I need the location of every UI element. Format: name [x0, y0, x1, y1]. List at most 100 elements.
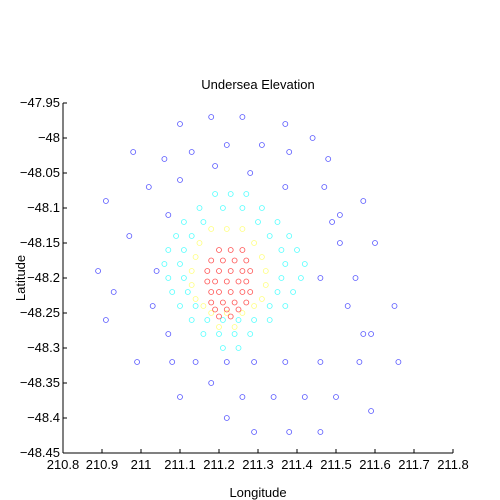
data-point-shallow [262, 282, 269, 288]
data-point-mid [239, 205, 246, 211]
y-tick-label: −48 [38, 130, 60, 145]
data-point-mid [274, 289, 281, 295]
data-point-deep [212, 163, 219, 169]
data-point-shallow [231, 324, 238, 330]
data-point-deep [188, 149, 195, 155]
data-point-deep [161, 156, 168, 162]
data-point-deep [177, 121, 183, 127]
x-tick-label: 211.2 [203, 457, 235, 472]
data-point-mid [266, 303, 273, 309]
data-point-deep [239, 114, 246, 120]
data-point-mid [219, 317, 226, 323]
data-point-shallow [223, 310, 230, 316]
data-point-peak [227, 289, 234, 295]
data-point-peak [243, 278, 250, 285]
data-point-deep [110, 289, 117, 295]
data-point-deep [352, 275, 359, 281]
data-point-mid [196, 205, 203, 211]
data-point-deep [270, 394, 277, 400]
y-tick-label: −48.25 [20, 305, 60, 320]
data-point-shallow [188, 282, 195, 288]
data-point-mid [247, 331, 254, 337]
data-point-mid [165, 247, 172, 253]
data-point-mid [294, 247, 300, 253]
data-point-shallow [196, 240, 203, 246]
data-point-deep [282, 359, 289, 365]
data-point-shallow [200, 303, 207, 309]
data-point-peak [216, 247, 222, 253]
data-point-peak [212, 278, 219, 285]
data-point-deep [368, 408, 375, 414]
data-point-shallow [258, 254, 265, 260]
data-point-deep [192, 359, 199, 365]
data-point-mid [282, 303, 289, 309]
data-point-peak [208, 289, 215, 295]
data-point-mid [278, 275, 285, 281]
data-point-mid [255, 219, 261, 225]
data-point-shallow [251, 303, 258, 309]
data-point-deep [126, 233, 133, 239]
data-point-mid [192, 303, 199, 309]
data-point-shallow [239, 226, 246, 232]
data-point-mid [180, 219, 187, 225]
data-point-deep [153, 268, 160, 274]
y-tick-label: −48.4 [27, 410, 60, 425]
data-point-deep [360, 331, 367, 337]
data-point-mid [231, 331, 238, 337]
data-point-mid [278, 247, 285, 253]
data-point-deep [356, 359, 363, 365]
x-tick-label: 211.8 [437, 457, 469, 472]
x-tick-label: 210.8 [47, 457, 80, 472]
x-tick-label: 211.7 [398, 457, 430, 472]
data-point-shallow [262, 268, 269, 274]
chart-title: Undersea Elevation [201, 77, 314, 92]
data-point-deep [301, 394, 308, 400]
data-point-mid [282, 261, 289, 267]
data-point-shallow [251, 240, 258, 246]
data-point-deep [325, 156, 332, 162]
data-point-deep [317, 429, 324, 435]
plot-area: 210.8 210.9 211 211.1 211.2 211.3 211.4 211.5 21… [20, 95, 469, 472]
data-point-peak [216, 289, 222, 295]
data-point-shallow [208, 310, 215, 316]
data-point-peak [227, 247, 234, 253]
data-point-deep [145, 184, 152, 190]
data-point-deep [344, 303, 351, 309]
data-point-deep [177, 177, 183, 183]
data-point-peak [208, 299, 215, 306]
data-point-deep [247, 170, 254, 176]
data-point-mid [161, 261, 168, 267]
data-point-peak [216, 313, 222, 320]
data-point-peak [247, 268, 254, 274]
data-point-peak [235, 306, 242, 313]
data-point-mid [258, 205, 265, 211]
data-point-deep [208, 380, 215, 386]
data-point-deep [336, 240, 343, 246]
data-point-deep [95, 268, 101, 274]
data-point-peak [204, 278, 211, 285]
y-tick-label: −47.95 [20, 95, 60, 110]
data-point-peak [231, 257, 238, 264]
data-point-peak [243, 299, 250, 306]
data-point-peak [239, 268, 246, 274]
y-tick-label: −48.3 [27, 340, 60, 355]
data-point-mid [200, 331, 207, 337]
data-point-peak [223, 278, 230, 285]
x-tick-label: 211.1 [164, 457, 196, 472]
data-point-mid [297, 275, 304, 281]
data-point-deep [208, 114, 215, 120]
data-point-mid [200, 219, 207, 225]
data-point-shallow [192, 254, 199, 260]
data-point-deep [165, 212, 172, 218]
y-axis-title: Latitude [13, 255, 28, 301]
data-point-peak [227, 268, 234, 274]
data-point-shallow [239, 310, 246, 316]
data-point-mid [219, 205, 226, 211]
data-point-deep [309, 135, 316, 141]
data-point-peak [216, 268, 222, 274]
data-point-peak [204, 268, 211, 274]
data-point-peak [208, 257, 215, 264]
data-point-deep [223, 142, 230, 148]
data-point-deep [360, 198, 367, 204]
data-point-mid [177, 303, 183, 309]
